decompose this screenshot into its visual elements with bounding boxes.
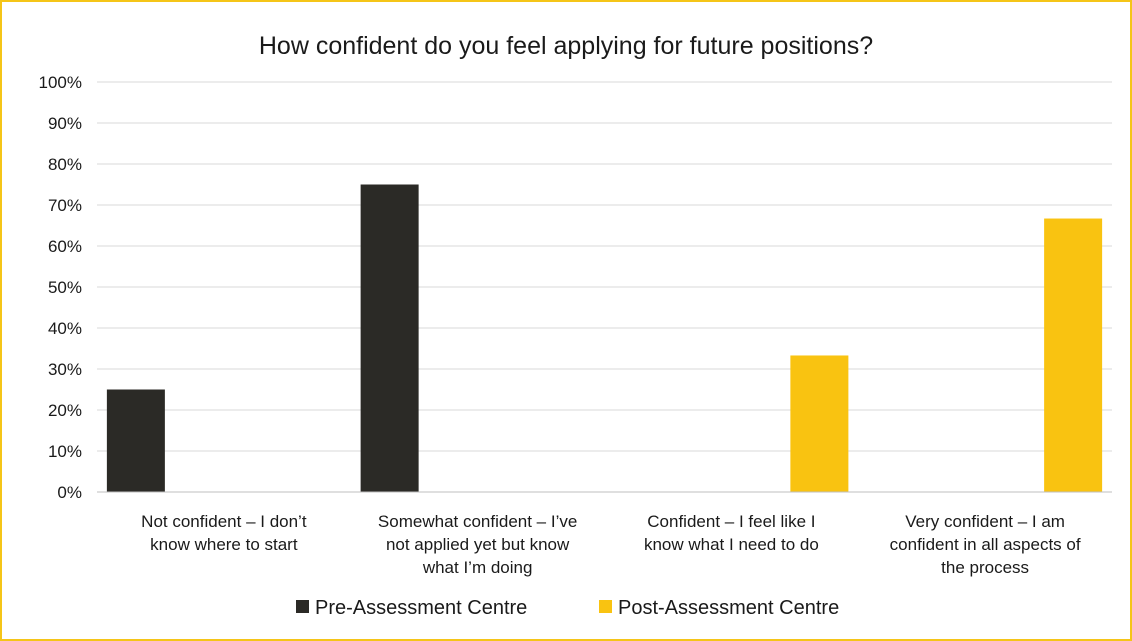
bars [106, 184, 1103, 492]
bar [790, 355, 849, 492]
x-axis-categories: Not confident – I don’t know where to sta… [141, 512, 1081, 577]
y-tick-label: 10% [48, 442, 82, 461]
bar [360, 184, 419, 492]
legend-label: Pre-Assessment Centre [315, 597, 527, 619]
y-tick-label: 100% [39, 73, 82, 92]
legend-swatch [599, 600, 612, 613]
legend: Pre-Assessment Centre Post-Assessment Cen… [296, 597, 839, 619]
legend-label: Post-Assessment Centre [618, 597, 839, 619]
y-tick-label: 60% [48, 237, 82, 256]
y-tick-label: 50% [48, 278, 82, 297]
x-category-label: Very confident – I am confident in all as… [890, 512, 1081, 577]
y-tick-label: 40% [48, 319, 82, 338]
x-category-label: Somewhat confident – I’ve not applied yet… [378, 512, 577, 577]
y-axis-ticks: 0% 10% 20% 30% 40% 50% 60% 70% 80% 90% 100% [39, 73, 82, 502]
y-tick-label: 20% [48, 401, 82, 420]
y-tick-label: 30% [48, 360, 82, 379]
bar [106, 389, 165, 492]
y-tick-label: 80% [48, 155, 82, 174]
y-tick-label: 90% [48, 114, 82, 133]
legend-swatch [296, 600, 309, 613]
gridlines [97, 81, 1112, 452]
bar [1044, 218, 1103, 492]
y-tick-label: 70% [48, 196, 82, 215]
y-tick-label: 0% [57, 483, 82, 502]
x-category-label: Not confident – I don’t know where to sta… [141, 512, 307, 554]
chart-title: How confident do you feel applying for f… [259, 32, 873, 60]
